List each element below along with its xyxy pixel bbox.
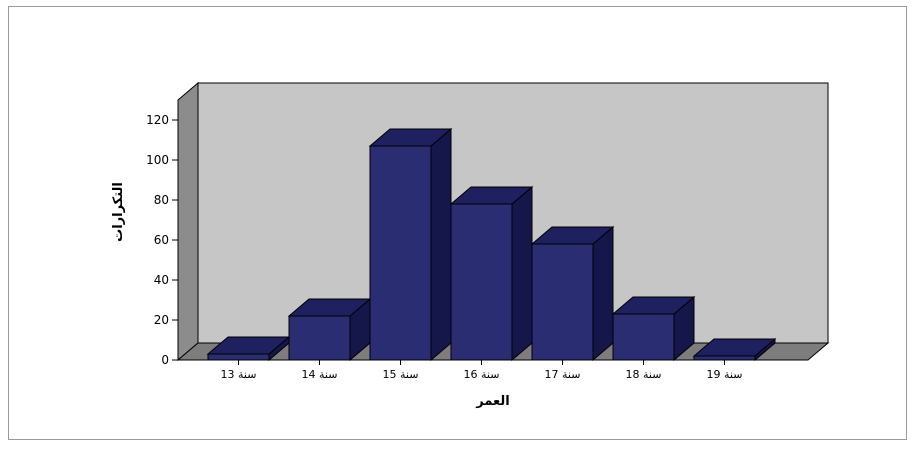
- bar-front: [288, 315, 351, 361]
- bar: [530, 225, 615, 362]
- bar: [287, 297, 372, 362]
- y-tick-label: 40: [154, 273, 169, 287]
- x-axis-title: العمر: [475, 394, 509, 409]
- y-tick-label: 80: [154, 193, 169, 207]
- bar-top: [611, 296, 696, 315]
- bar-top: [368, 128, 453, 147]
- side-wall: [177, 81, 199, 362]
- y-axis: 0 20 40 60 80 100 120: [146, 100, 179, 367]
- bar-front: [693, 355, 756, 361]
- bar: [611, 295, 696, 362]
- bar-front: [369, 145, 432, 361]
- y-tick-label: 20: [154, 313, 169, 327]
- bar: [449, 185, 534, 362]
- bar-front: [531, 243, 594, 361]
- x-tick-label: 15 سنة: [383, 368, 419, 381]
- bar: [368, 127, 453, 362]
- bar-top: [530, 226, 615, 245]
- x-tick-label: 13 سنة: [221, 368, 257, 381]
- y-tick-label: 60: [154, 233, 169, 247]
- y-tick-label: 100: [146, 153, 169, 167]
- y-tick-label: 120: [146, 113, 169, 127]
- bar-top: [692, 338, 777, 357]
- x-tick-label: 19 سنة: [707, 368, 743, 381]
- y-tick-label: 0: [161, 353, 169, 367]
- bar: [692, 337, 777, 362]
- bar-front: [450, 203, 513, 361]
- x-axis: 13 سنة 14 سنة 15 سنة 16 سنة 17 سنة 18 سنة 19 س…: [221, 360, 743, 381]
- bar-front: [207, 353, 270, 361]
- bars: [206, 127, 777, 362]
- x-tick-label: 18 سنة: [626, 368, 662, 381]
- bar-side: [511, 185, 533, 362]
- x-tick-label: 14 سنة: [302, 368, 338, 381]
- bar-side: [592, 225, 614, 362]
- bar-front: [612, 313, 675, 361]
- x-tick-label: 16 سنة: [464, 368, 500, 381]
- bar-side: [430, 127, 452, 362]
- y-axis-title: التكرارات: [111, 182, 126, 242]
- x-tick-label: 17 سنة: [545, 368, 581, 381]
- bar-top: [449, 186, 534, 205]
